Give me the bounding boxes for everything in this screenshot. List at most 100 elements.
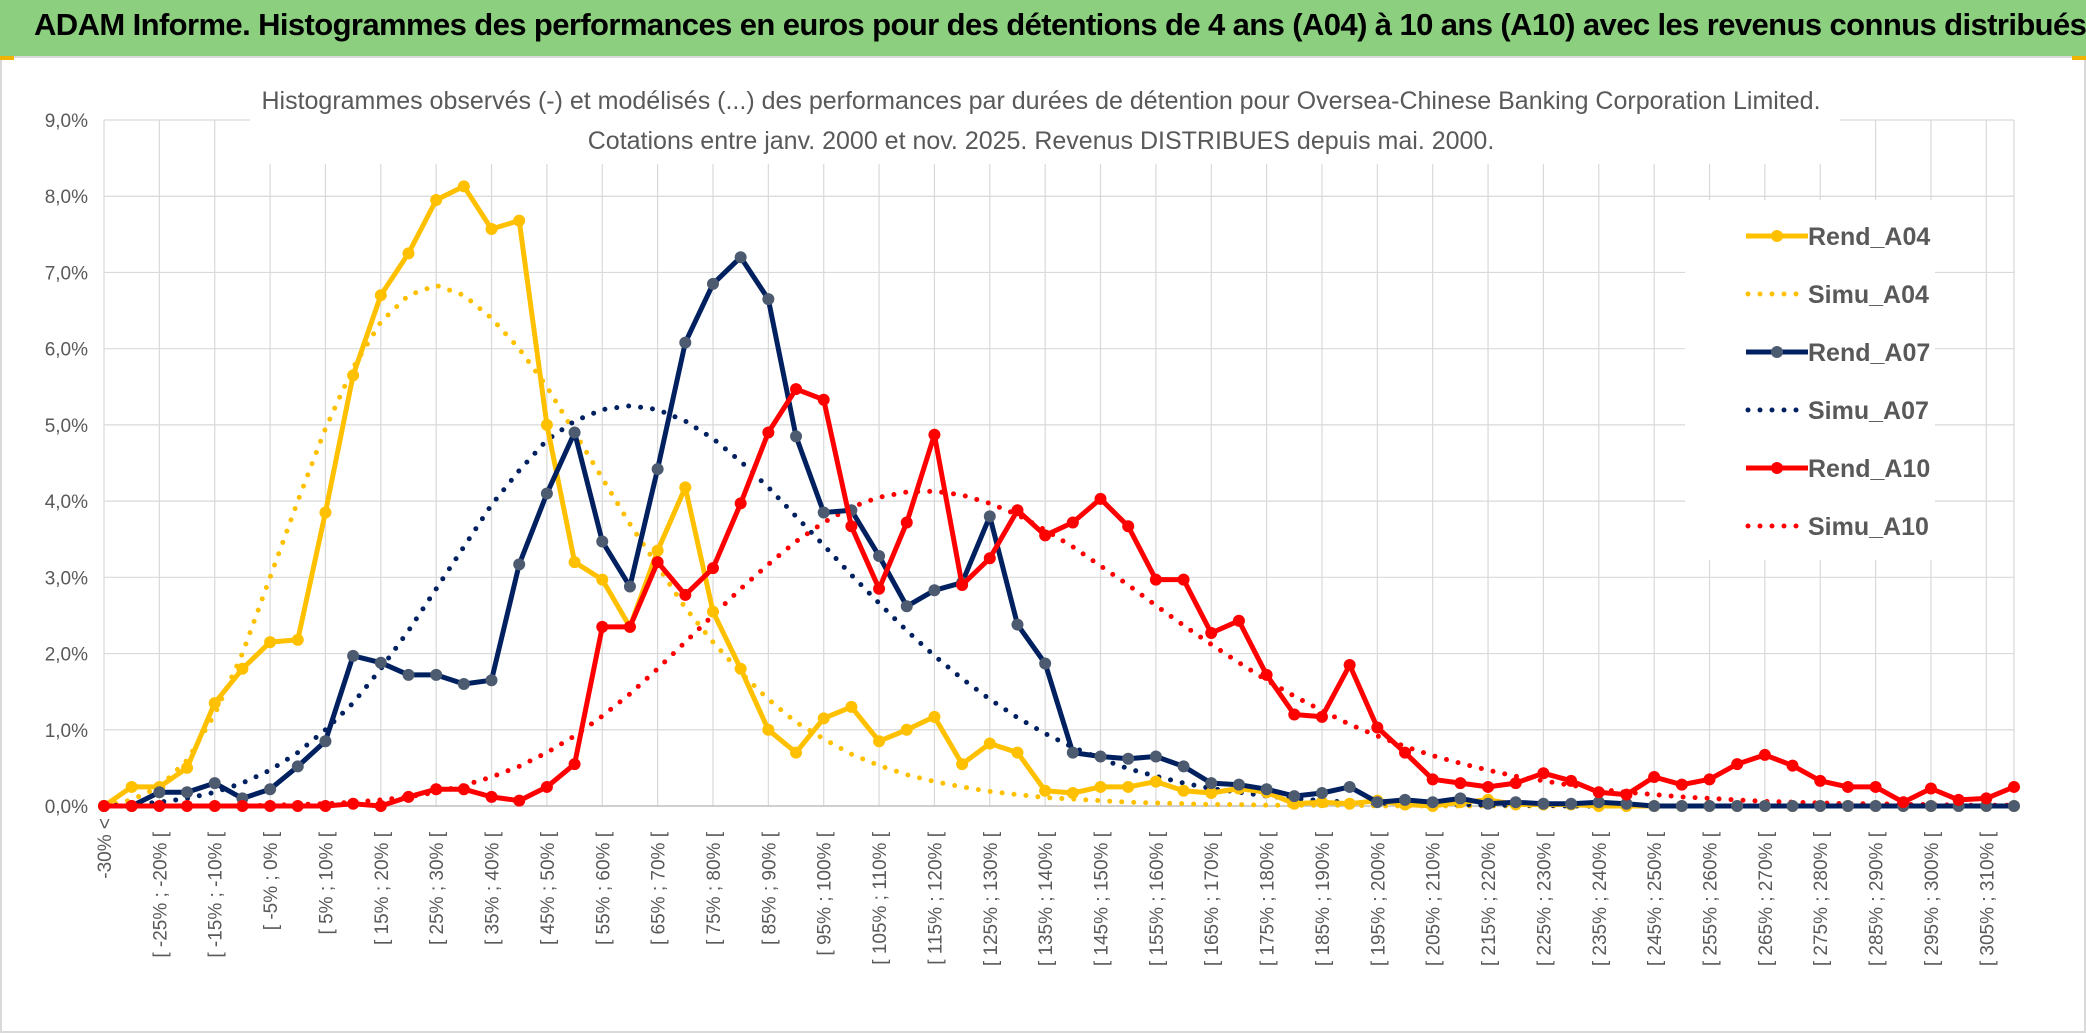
data-point [900,600,913,613]
data-point [264,800,277,812]
data-point [1924,800,1937,812]
data-point [817,712,830,725]
data-point [706,605,719,618]
data-point [1315,787,1328,800]
data-point [264,636,277,649]
data-point [1482,780,1495,793]
x-tick-label: [ 85% ; 90% [ [759,831,780,945]
data-point [734,662,747,675]
y-tick-label: 1,0% [45,721,88,742]
data-point [1399,746,1412,759]
data-point [125,800,138,812]
data-point [1232,614,1245,627]
data-point [125,780,138,793]
data-point [1758,800,1771,812]
data-point [1288,708,1301,721]
data-point [1841,780,1854,793]
data-point [679,588,692,601]
data-point [1066,746,1079,759]
series-line-Simu_A10 [101,488,2017,809]
data-point [291,800,304,812]
x-tick-label: [ 5% ; 10% [ [316,831,337,934]
x-axis: -30% < [ -25% ; -20% [[ -15% ; -10% [[ -5… [95,805,2014,966]
data-point [347,649,360,662]
data-point [1094,750,1107,763]
y-tick-label: 2,0% [45,645,88,666]
data-point [1869,800,1882,812]
title-background [250,78,1840,164]
data-point [513,214,526,227]
data-point [790,746,803,759]
data-point [1675,778,1688,791]
data-point [1537,797,1550,810]
data-point [568,758,581,771]
x-tick-label: [ 185% ; 190% [ [1313,831,1334,966]
data-point [181,786,194,799]
x-tick-label: [ 165% ; 170% [ [1202,831,1223,966]
chart-title: Histogrammes observés (-) et modélisés (… [250,78,1840,164]
x-tick-label: [ 275% ; 280% [ [1811,831,1832,966]
data-point [1592,786,1605,799]
data-point [790,430,803,443]
data-point [1841,800,1854,812]
data-point [817,393,830,406]
data-point [485,790,498,803]
x-tick-label: [ 35% ; 40% [ [483,831,504,945]
x-tick-label: [ 45% ; 50% [ [538,831,559,945]
x-tick-label: [ 105% ; 110% [ [870,831,891,964]
data-point [374,656,387,669]
data-point [291,760,304,773]
data-point [1371,721,1384,734]
data-point [983,737,996,750]
data-point [1205,787,1218,800]
frame-corner-right [2072,56,2086,60]
data-point [1011,618,1024,631]
data-point [236,662,249,675]
x-tick-label: [ 95% ; 100% [ [815,831,836,955]
x-tick-label: [ 195% ; 200% [ [1368,831,1389,966]
x-tick-label: [ 305% ; 310% [ [1977,831,1998,966]
data-point [734,497,747,510]
data-point [236,800,249,812]
frame-corner-left [0,56,14,60]
data-point [679,336,692,349]
data-point [1039,657,1052,670]
x-tick-label: [ -15% ; -10% [ [206,831,227,957]
data-point [706,562,719,575]
data-point [1675,800,1688,812]
data-point [208,777,221,790]
data-point [928,584,941,597]
x-tick-label: [ 15% ; 20% [ [372,831,393,945]
data-point [845,700,858,713]
data-point [1260,783,1273,796]
plot-area [98,180,2020,812]
x-tick-label: [ 115% ; 120% [ [925,831,946,964]
data-point [762,293,775,306]
data-point [153,800,166,812]
legend-marker [1771,462,1783,474]
data-point [1426,773,1439,786]
legend-label: Rend_A07 [1808,339,1930,367]
data-point [1482,797,1495,810]
data-point [1703,773,1716,786]
data-point [1620,788,1633,801]
data-point [1426,796,1439,809]
data-point [1371,796,1384,809]
data-point [181,800,194,812]
data-point [900,723,913,736]
x-tick-label: [ 225% ; 230% [ [1534,831,1555,966]
data-point [1565,774,1578,787]
y-tick-label: 8,0% [45,187,88,208]
series-line-Rend_A10 [104,386,2015,809]
data-point [98,800,110,812]
chart-legend: Rend_A04 Simu_A04 Rend_A07 Simu_A07 Rend_A10… [1685,200,1935,560]
data-point [457,180,470,193]
data-point [402,668,415,681]
data-point [706,277,719,290]
data-point [1094,780,1107,793]
data-point [1232,778,1245,791]
data-point [2008,780,2020,793]
legend-label: Rend_A04 [1808,223,1930,251]
data-point [485,674,498,687]
data-point [264,783,277,796]
